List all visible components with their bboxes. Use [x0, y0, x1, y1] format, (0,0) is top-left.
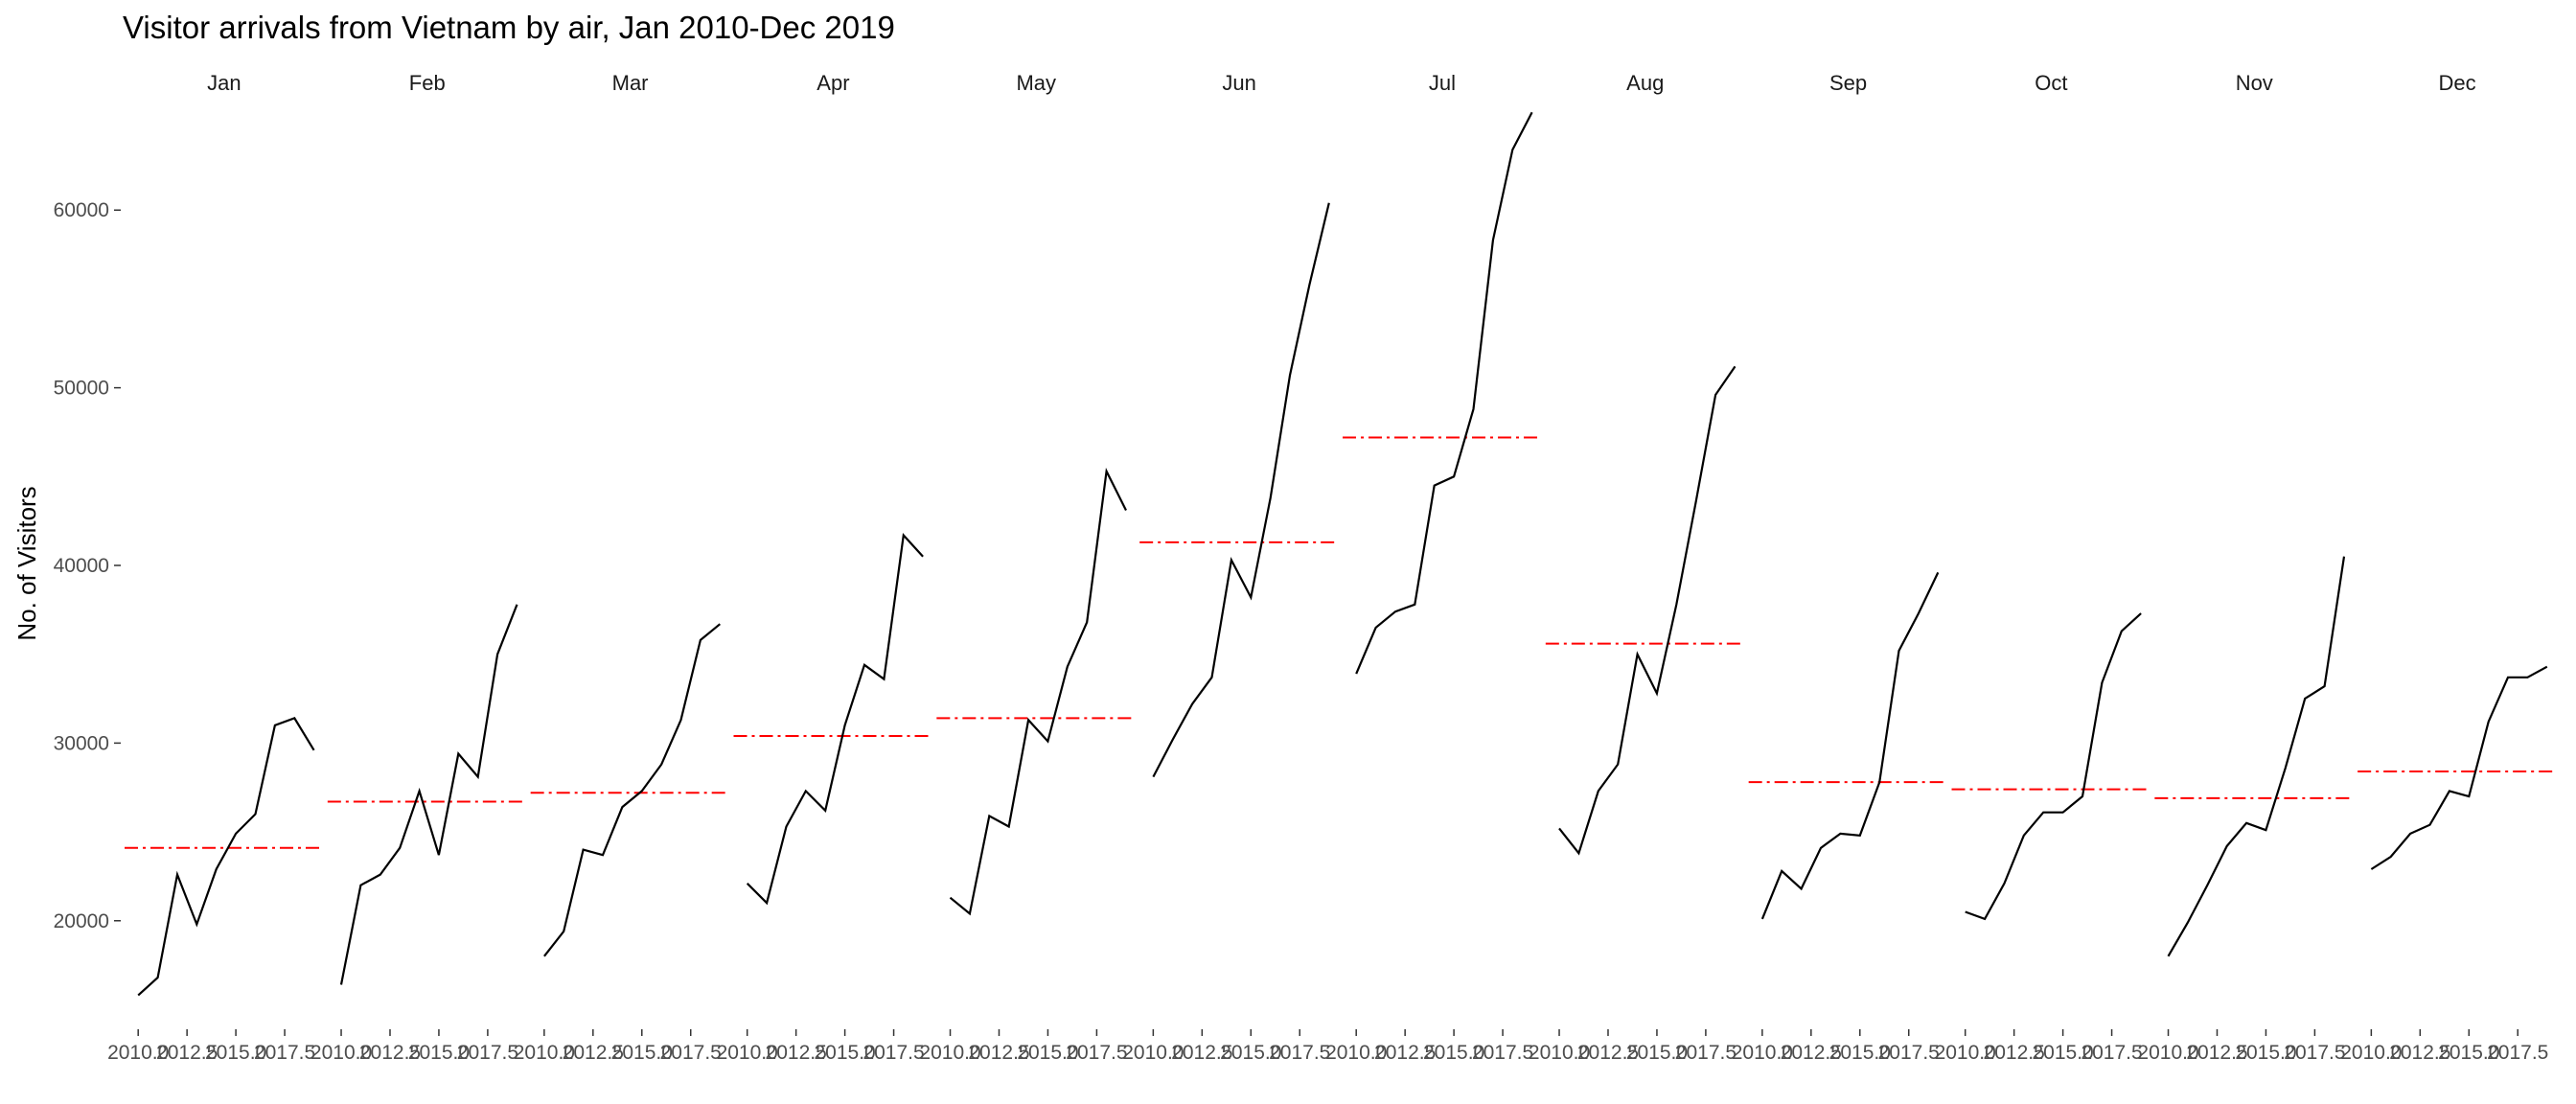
y-axis: 20000 30000 40000 50000 60000	[54, 199, 121, 932]
x-tick-label: 2015.0	[205, 1042, 266, 1064]
y-tick-label: 30000	[54, 732, 109, 754]
x-tick-label: 2017.5	[2487, 1042, 2548, 1064]
x-tick-label: 2012.5	[968, 1042, 1029, 1064]
y-tick-label: 60000	[54, 199, 109, 221]
panel-strip-label: Nov	[2236, 71, 2273, 95]
x-tick-label: 2017.5	[2081, 1042, 2142, 1064]
x-tick-label: 2012.5	[563, 1042, 624, 1064]
x-tick-label: 2010.0	[310, 1042, 372, 1064]
x-tick-label: 2010.0	[717, 1042, 778, 1064]
x-tick-label: 2012.5	[1577, 1042, 1639, 1064]
x-tick-label: 2015.0	[1626, 1042, 1688, 1064]
x-tick-label: 2015.0	[2235, 1042, 2296, 1064]
panel-strip-label: Mar	[612, 71, 649, 95]
series-line	[137, 717, 315, 997]
x-tick-label: 2012.5	[1374, 1042, 1436, 1064]
x-tick-label: 2010.0	[514, 1042, 575, 1064]
x-tick-label: 2017.5	[457, 1042, 518, 1064]
x-tick-label: 2017.5	[1472, 1042, 1533, 1064]
x-tick-label: 2015.0	[408, 1042, 470, 1064]
series-line	[1355, 111, 1533, 675]
panel-strip-label: Aug	[1626, 71, 1664, 95]
x-tick-label: 2012.5	[766, 1042, 827, 1064]
y-tick-label: 50000	[54, 378, 109, 400]
x-tick-label: 2017.5	[1878, 1042, 1940, 1064]
x-tick-label: 2012.5	[359, 1042, 421, 1064]
series-line	[1965, 612, 2142, 921]
x-tick-label: 2017.5	[1675, 1042, 1736, 1064]
panel-strip-label: Sep	[1829, 71, 1867, 95]
series-line	[2167, 556, 2346, 957]
x-tick-label: 2015.0	[1829, 1042, 1891, 1064]
facet-panels: Jan2010.02012.52015.02017.5Feb2010.02012…	[107, 71, 2557, 1064]
chart-title: Visitor arrivals from Vietnam by air, Ja…	[123, 10, 895, 45]
x-tick-label: 2017.5	[862, 1042, 924, 1064]
x-tick-label: 2010.0	[919, 1042, 980, 1064]
series-line	[1760, 571, 1940, 920]
x-tick-label: 2012.5	[1171, 1042, 1232, 1064]
x-tick-label: 2017.5	[2284, 1042, 2345, 1064]
panel-strip-label: Jan	[207, 71, 241, 95]
series-line	[543, 623, 721, 957]
panel-strip-label: Feb	[409, 71, 446, 95]
series-line	[949, 467, 1127, 916]
panel-strip-label: Apr	[816, 71, 849, 95]
x-tick-label: 2015.0	[814, 1042, 875, 1064]
x-tick-label: 2010.0	[1325, 1042, 1387, 1064]
x-tick-label: 2010.0	[2340, 1042, 2402, 1064]
panel-strip-label: Oct	[2035, 71, 2067, 95]
panel-strip-label: Dec	[2439, 71, 2476, 95]
x-tick-label: 2015.0	[611, 1042, 673, 1064]
panel-strip-label: Jun	[1222, 71, 1255, 95]
series-line	[1152, 202, 1330, 778]
x-tick-label: 2010.0	[107, 1042, 169, 1064]
series-line	[746, 533, 924, 906]
x-tick-label: 2010.0	[1122, 1042, 1184, 1064]
y-axis-label: No. of Visitors	[12, 486, 41, 640]
x-tick-label: 2017.5	[1269, 1042, 1330, 1064]
panel-strip-label: May	[1016, 71, 1056, 95]
x-tick-label: 2010.0	[2137, 1042, 2198, 1064]
x-tick-label: 2015.0	[1017, 1042, 1078, 1064]
x-tick-label: 2015.0	[2032, 1042, 2093, 1064]
x-tick-label: 2010.0	[1935, 1042, 1996, 1064]
x-tick-label: 2015.0	[2438, 1042, 2499, 1064]
x-tick-label: 2012.5	[2186, 1042, 2247, 1064]
y-tick-label: 40000	[54, 555, 109, 577]
x-tick-label: 2012.5	[1984, 1042, 2045, 1064]
x-tick-label: 2012.5	[1781, 1042, 1842, 1064]
x-tick-label: 2012.5	[156, 1042, 218, 1064]
x-tick-label: 2017.5	[660, 1042, 722, 1064]
panel-strip-label: Jul	[1429, 71, 1456, 95]
x-tick-label: 2010.0	[1732, 1042, 1793, 1064]
x-tick-label: 2017.5	[254, 1042, 315, 1064]
x-tick-label: 2015.0	[1423, 1042, 1484, 1064]
series-line	[2370, 665, 2548, 870]
x-tick-label: 2010.0	[1529, 1042, 1590, 1064]
x-tick-label: 2015.0	[1220, 1042, 1281, 1064]
x-tick-label: 2012.5	[2389, 1042, 2450, 1064]
x-tick-label: 2017.5	[1066, 1042, 1127, 1064]
series-line	[339, 604, 518, 985]
series-line	[1558, 365, 1736, 856]
y-tick-label: 20000	[54, 910, 109, 932]
